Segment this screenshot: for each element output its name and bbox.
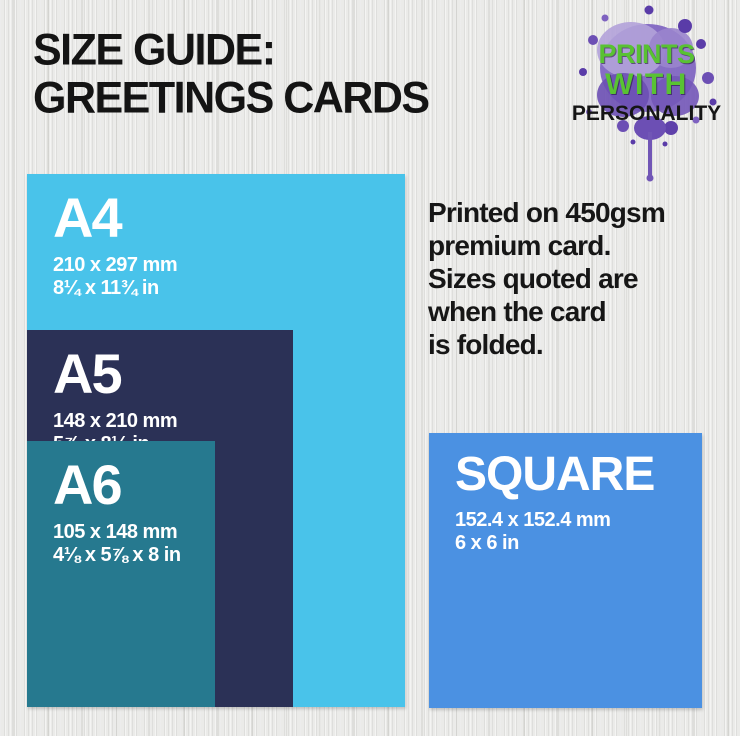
page-title-line2: GREETINGS CARDS (33, 72, 430, 123)
size-card-a6-label: A6 105 x 148 mm 4⅛ x 5⅞ x 8 in (27, 441, 215, 567)
note-line-4: when the card (428, 296, 607, 327)
size-card-a4-label: A4 210 x 297 mm 8¼ x 11¾ in (27, 174, 405, 300)
size-inches-a4: 8¼ x 11¾ in (53, 277, 159, 299)
size-inches-a6: 4⅛ x 5⅞ x 8 in (53, 544, 181, 566)
size-card-a6: A6 105 x 148 mm 4⅛ x 5⅞ x 8 in (27, 441, 215, 707)
size-card-a5-label: A5 148 x 210 mm 5⅞ x 8¼ in (27, 330, 293, 456)
paint-splatter-icon (579, 5, 717, 182)
brand-word-personality: PERSONALITY (571, 102, 722, 125)
size-mm-a6: 105 x 148 mm (53, 521, 178, 543)
note-line-5: is folded. (428, 329, 544, 360)
size-inches-square: 6 x 6 in (455, 532, 519, 554)
brand-word-prints: PRINTS (598, 39, 695, 69)
brand-logo: PRINTS WITH PERSONALITY (553, 0, 740, 190)
size-card-square-label: SQUARE 152.4 x 152.4 mm 6 x 6 in (429, 433, 702, 555)
size-name-square: SQUARE (455, 448, 655, 501)
size-name-a6: A6 (53, 453, 123, 516)
brand-logo-text: PRINTS WITH PERSONALITY (553, 40, 740, 126)
note-line-3: Sizes quoted are (428, 263, 639, 294)
size-card-square: SQUARE 152.4 x 152.4 mm 6 x 6 in (429, 433, 702, 708)
note-text: Printed on 450gsm premium card. Sizes qu… (428, 196, 666, 361)
note-line-1: Printed on 450gsm (428, 197, 666, 228)
size-mm-a4: 210 x 297 mm (53, 254, 178, 276)
size-name-a4: A4 (53, 186, 123, 249)
size-mm-a5: 148 x 210 mm (53, 410, 178, 432)
size-mm-square: 152.4 x 152.4 mm (455, 509, 611, 531)
note-line-2: premium card. (428, 230, 611, 261)
page-title-line1: SIZE GUIDE: (33, 24, 276, 75)
page-title: SIZE GUIDE: GREETINGS CARDS (33, 24, 430, 123)
size-name-a5: A5 (53, 342, 123, 405)
brand-word-with: WITH (605, 68, 688, 101)
